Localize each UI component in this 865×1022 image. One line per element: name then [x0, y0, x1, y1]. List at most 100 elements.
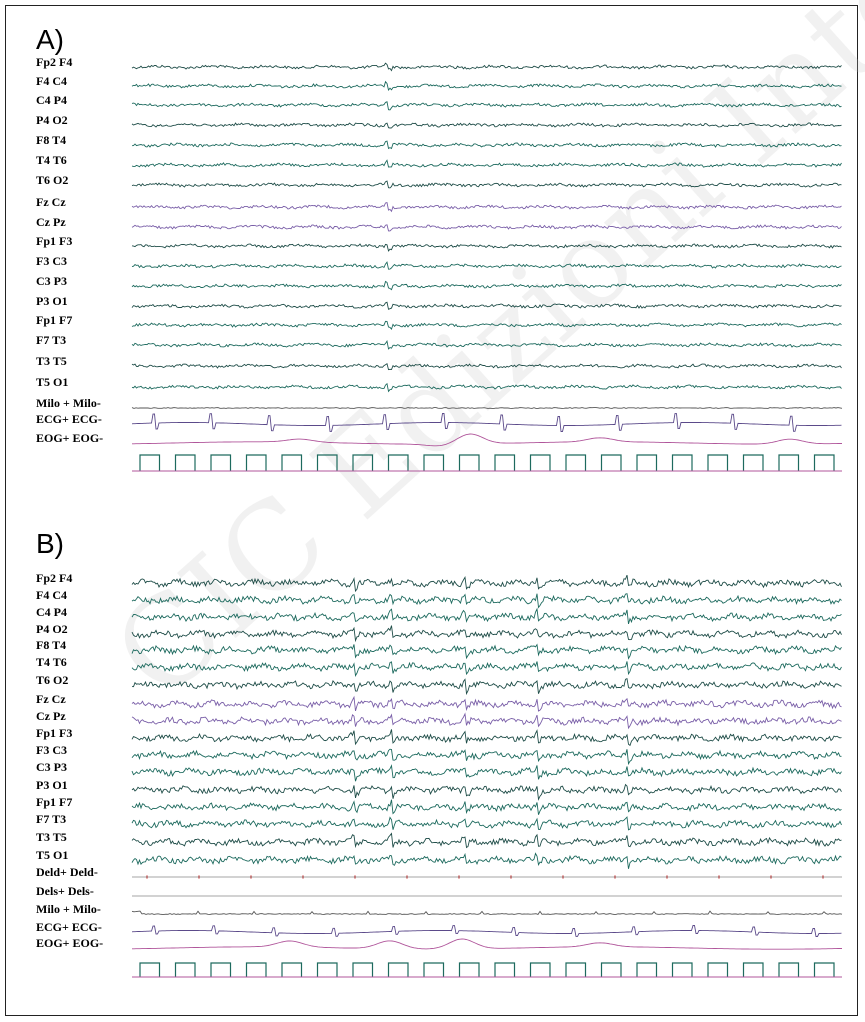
channel-label: T6 O2 — [36, 173, 69, 187]
channel-trace — [131, 362, 842, 371]
channel-trace — [131, 122, 842, 129]
eog-marker-box — [707, 454, 729, 471]
channel-trace — [131, 593, 842, 609]
eog-marker-box — [210, 962, 232, 977]
channel-trace — [131, 852, 842, 869]
channel-label: EOG+ EOG- — [36, 936, 104, 950]
channel-trace — [131, 712, 842, 730]
channel-label: T5 O1 — [36, 848, 69, 862]
channel-label: T4 T6 — [36, 655, 67, 669]
channel-label: Fp1 F3 — [36, 726, 73, 740]
channel-trace — [131, 413, 842, 432]
channel-label: F7 T3 — [36, 812, 67, 826]
channel-label: T3 T5 — [36, 830, 67, 844]
channel-label: Fz Cz — [36, 692, 66, 706]
channel-label: F4 C4 — [36, 74, 67, 88]
channel-label: Fp1 F7 — [36, 313, 73, 327]
channel-trace — [131, 910, 843, 915]
eog-marker-box — [316, 962, 338, 977]
eog-marker-box — [671, 454, 693, 471]
eog-marker-box — [245, 962, 267, 977]
channel-trace — [131, 729, 842, 747]
channel-trace — [131, 783, 842, 801]
channel-trace — [131, 695, 842, 712]
channel-label: Dels+ Dels- — [36, 884, 94, 898]
channel-trace — [131, 280, 842, 291]
eog-marker-box — [636, 454, 658, 471]
eog-marker-box — [529, 962, 551, 977]
channel-label: F3 C3 — [36, 254, 67, 268]
eog-marker-box — [281, 962, 303, 977]
channel-label: Fp1 F7 — [36, 795, 73, 809]
eog-marker-box — [778, 962, 800, 977]
channel-label: Fp2 F4 — [36, 55, 73, 69]
channel-label: C3 P3 — [36, 760, 67, 774]
eog-marker-box — [778, 454, 800, 471]
channel-trace — [131, 382, 842, 393]
eog-marker-box — [387, 962, 409, 977]
channel-label: P3 O1 — [36, 294, 68, 308]
channel-trace — [131, 180, 842, 189]
channel-trace — [131, 799, 842, 815]
panel-a-label: A) — [36, 24, 64, 55]
channel-trace — [131, 625, 842, 643]
eog-marker-box — [813, 962, 835, 977]
channel-trace — [131, 574, 842, 593]
channel-label: EOG+ EOG- — [36, 431, 104, 445]
channel-label: F3 C3 — [36, 743, 67, 757]
channel-label: T5 O1 — [36, 375, 69, 389]
channel-trace — [131, 202, 842, 213]
channel-label: P3 O1 — [36, 778, 68, 792]
channel-label: Cz Pz — [36, 709, 66, 723]
panel-b-label: B) — [36, 528, 64, 559]
channel-trace — [131, 80, 842, 91]
eog-marker-box — [423, 962, 445, 977]
eog-marker-box — [139, 454, 161, 471]
channel-trace — [131, 320, 842, 330]
channel-label: C4 P4 — [36, 93, 67, 107]
eog-marker-box — [494, 454, 516, 471]
channel-label: P4 O2 — [36, 113, 68, 127]
channel-label: F8 T4 — [36, 133, 67, 147]
channel-trace — [131, 643, 842, 660]
eog-marker-box — [458, 454, 480, 471]
eog-marker-box — [210, 454, 232, 471]
eog-marker-box — [174, 962, 196, 977]
eog-marker-box — [352, 454, 374, 471]
channel-label: T3 T5 — [36, 354, 67, 368]
channel-trace — [131, 607, 842, 625]
channel-trace — [131, 340, 842, 350]
channel-label: F7 T3 — [36, 333, 67, 347]
channel-trace — [131, 140, 842, 150]
eog-marker-box — [742, 962, 764, 977]
eog-marker-box — [494, 962, 516, 977]
eog-marker-box — [671, 962, 693, 977]
channel-trace — [131, 764, 842, 782]
eog-marker-box — [316, 454, 338, 471]
channel-trace — [131, 925, 842, 937]
channel-trace — [131, 301, 842, 310]
eog-marker-box — [600, 454, 622, 471]
figure-frame — [5, 5, 858, 1016]
eog-marker-box — [742, 454, 764, 471]
channel-label: F8 T4 — [36, 638, 67, 652]
channel-label: ECG+ ECG- — [36, 920, 102, 934]
channel-trace — [131, 407, 843, 409]
eog-marker-box — [139, 962, 161, 977]
channel-trace — [131, 832, 842, 849]
eog-marker-box — [813, 454, 835, 471]
channel-label: Fp2 F4 — [36, 571, 73, 585]
channel-label: C4 P4 — [36, 605, 67, 619]
channel-label: Milo + Milo- — [36, 396, 101, 410]
channel-label: Fz Cz — [36, 195, 66, 209]
channel-label: T6 O2 — [36, 673, 69, 687]
eog-marker-box — [636, 962, 658, 977]
channel-trace — [131, 661, 842, 677]
channel-trace — [131, 261, 842, 270]
channel-label: F4 C4 — [36, 588, 67, 602]
channel-trace — [131, 224, 842, 232]
channel-trace — [132, 433, 842, 472]
eog-marker-box — [529, 454, 551, 471]
eog-marker-box — [707, 962, 729, 977]
